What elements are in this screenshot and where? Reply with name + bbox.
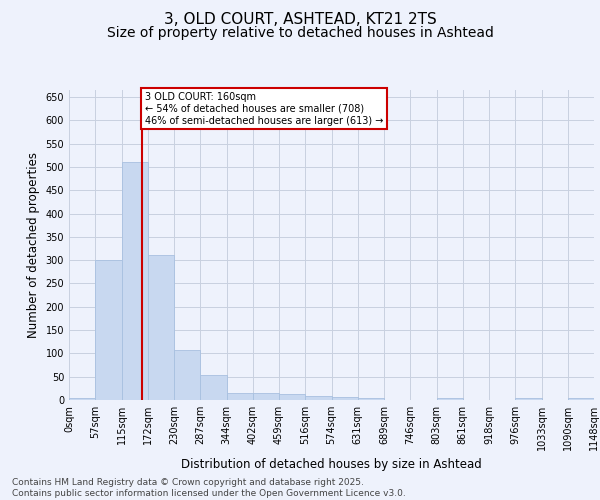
Bar (279, 394, 305, 400)
Bar (515, 398, 542, 400)
Bar (95, 260, 121, 400)
Text: Contains HM Land Registry data © Crown copyright and database right 2025.
Contai: Contains HM Land Registry data © Crown c… (12, 478, 406, 498)
Bar (331, 396, 358, 400)
Y-axis label: Number of detached properties: Number of detached properties (27, 152, 40, 338)
Bar (253, 393, 279, 400)
Bar (568, 398, 594, 400)
Bar (174, 350, 200, 400)
Bar (148, 256, 174, 400)
Bar (200, 376, 227, 400)
X-axis label: Distribution of detached houses by size in Ashtead: Distribution of detached houses by size … (181, 458, 482, 471)
Bar (358, 398, 384, 400)
Text: 3, OLD COURT, ASHTEAD, KT21 2TS: 3, OLD COURT, ASHTEAD, KT21 2TS (164, 12, 436, 28)
Bar (69, 398, 95, 400)
Bar (121, 162, 148, 400)
Text: 3 OLD COURT: 160sqm
← 54% of detached houses are smaller (708)
46% of semi-detac: 3 OLD COURT: 160sqm ← 54% of detached ho… (145, 92, 383, 126)
Text: Size of property relative to detached houses in Ashtead: Size of property relative to detached ho… (107, 26, 493, 40)
Bar (305, 396, 331, 400)
Bar (227, 394, 253, 400)
Bar (437, 398, 463, 400)
